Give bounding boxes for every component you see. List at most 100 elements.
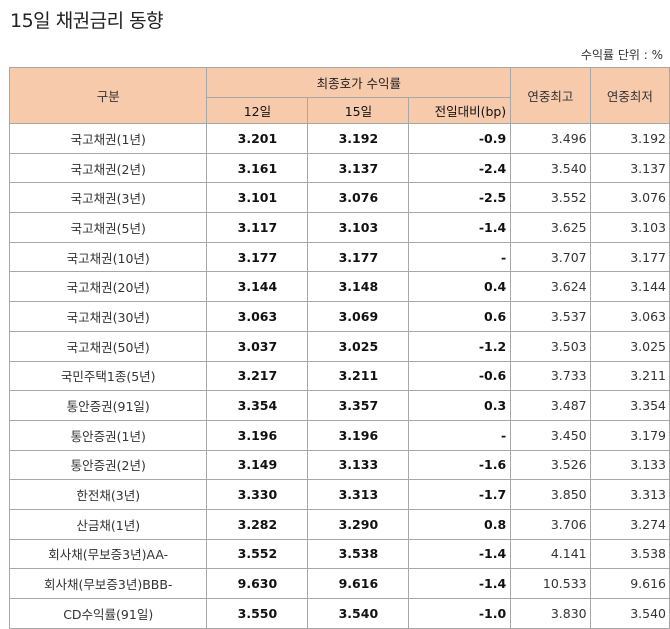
- row-yield-12: 3.117: [206, 212, 309, 243]
- row-name: 국고채권(2년): [8, 152, 208, 184]
- row-name: 국고채권(20년): [8, 271, 208, 303]
- row-yield-12: 3.101: [206, 182, 309, 214]
- row-name: 국고채권(50년): [8, 330, 208, 362]
- row-yield-12: 3.149: [206, 449, 309, 481]
- table-row: 국고채권(3년) 3.101 3.076 -2.5 3.552 3.076: [8, 182, 670, 214]
- row-diff-bp: -: [408, 241, 512, 273]
- row-yield-12: 3.282: [206, 508, 309, 540]
- row-name: 한전채(3년): [8, 479, 208, 510]
- row-diff-bp: -1.4: [408, 538, 512, 570]
- row-yield-15: 3.538: [307, 538, 410, 570]
- row-year-high: 3.733: [510, 360, 591, 392]
- header-day15: 15일: [307, 97, 410, 124]
- row-yield-12: 3.330: [206, 479, 309, 510]
- table-row: 국고채권(10년) 3.177 3.177-3.707 3.177: [8, 241, 670, 273]
- row-diff-bp: -1.7: [408, 479, 512, 510]
- row-yield-15: 3.137: [307, 152, 410, 184]
- row-year-low: 3.211: [589, 360, 670, 392]
- row-year-low: 3.274: [589, 508, 670, 540]
- header-final-yield: 최종호가 수익률: [206, 67, 512, 98]
- row-yield-12: 3.550: [206, 598, 309, 629]
- row-year-low: 3.540: [589, 598, 670, 629]
- table-row: 한전채(3년) 3.330 3.313 -1.7 3.850 3.313: [8, 479, 670, 510]
- row-year-low: 3.179: [589, 419, 670, 451]
- table-row: 국고채권(50년) 3.037 3.025 -1.2 3.503 3.025: [8, 330, 670, 362]
- header-year-low: 연중최저: [589, 67, 670, 124]
- row-yield-15: 3.211: [307, 360, 410, 392]
- row-name: 국고채권(1년): [8, 123, 208, 154]
- row-year-high: 4.141: [510, 538, 591, 570]
- row-yield-12: 3.161: [206, 152, 309, 184]
- row-year-low: 3.133: [589, 449, 670, 481]
- row-diff-bp: -1.4: [408, 212, 512, 243]
- row-name: 산금채(1년): [8, 508, 208, 540]
- row-diff-bp: -1.2: [408, 330, 512, 362]
- row-diff-bp: 0.3: [408, 390, 512, 421]
- table-row: 회사채(무보증3년)AA- 3.552 3.538 -1.4 4.141 3.538: [8, 538, 670, 570]
- row-name: 국고채권(10년): [8, 241, 208, 273]
- row-diff-bp: -0.6: [408, 360, 512, 392]
- row-year-high: 3.850: [510, 479, 591, 510]
- table-row: 국고채권(1년) 3.201 3.192 -0.9 3.496 3.192: [8, 123, 670, 154]
- row-name: CD수익률(91일): [8, 598, 208, 629]
- row-yield-12: 3.144: [206, 271, 309, 303]
- unit-label: 수익률 단위 : %: [580, 48, 663, 62]
- row-yield-15: 3.357: [307, 390, 410, 421]
- table-row: 통안증권(1년) 3.196 3.196-3.450 3.179: [8, 419, 670, 451]
- row-yield-15: 3.148: [307, 271, 410, 303]
- row-yield-12: 3.037: [206, 330, 309, 362]
- row-name: 국고채권(30년): [8, 301, 208, 332]
- row-diff-bp: -2.5: [408, 182, 512, 214]
- row-year-low: 3.063: [589, 301, 670, 332]
- row-yield-15: 3.069: [307, 301, 410, 332]
- row-yield-15: 3.076: [307, 182, 410, 214]
- row-diff-bp: -1.6: [408, 449, 512, 481]
- row-year-low: 3.103: [589, 212, 670, 243]
- row-yield-15: 3.192: [307, 123, 410, 154]
- table-row: 국민주택1종(5년) 3.217 3.211 -0.6 3.733 3.211: [8, 360, 670, 392]
- row-year-high: 3.503: [510, 330, 591, 362]
- row-yield-12: 3.063: [206, 301, 309, 332]
- row-year-high: 3.540: [510, 152, 591, 184]
- header-category: 구분: [8, 67, 208, 124]
- row-yield-15: 3.540: [307, 598, 410, 629]
- row-year-low: 3.025: [589, 330, 670, 362]
- row-year-high: 3.537: [510, 301, 591, 332]
- row-year-high: 3.625: [510, 212, 591, 243]
- row-yield-15: 3.290: [307, 508, 410, 540]
- row-yield-15: 3.177: [307, 241, 410, 273]
- table-row: 통안증권(91일) 3.354 3.357 0.3 3.487 3.354: [8, 390, 670, 421]
- row-year-high: 3.487: [510, 390, 591, 421]
- row-year-high: 3.552: [510, 182, 591, 214]
- row-diff-bp: 0.8: [408, 508, 512, 540]
- row-diff-bp: 0.4: [408, 271, 512, 303]
- row-name: 회사채(무보증3년)AA-: [8, 538, 208, 570]
- row-name: 통안증권(2년): [8, 449, 208, 481]
- table-row: CD수익률(91일) 3.550 3.540 -1.0 3.830 3.540: [8, 598, 670, 629]
- row-diff-bp: -1.0: [408, 598, 512, 629]
- row-diff-bp: -0.9: [408, 123, 512, 154]
- row-name: 통안증권(91일): [8, 390, 208, 421]
- row-year-high: 3.706: [510, 508, 591, 540]
- table-row: 국고채권(20년) 3.144 3.148 0.4 3.624 3.144: [8, 271, 670, 303]
- row-yield-15: 3.313: [307, 479, 410, 510]
- table-row: 국고채권(5년) 3.117 3.103 -1.4 3.625 3.103: [8, 212, 670, 243]
- table-row: 통안증권(2년) 3.149 3.133 -1.6 3.526 3.133: [8, 449, 670, 481]
- row-year-low: 3.192: [589, 123, 670, 154]
- row-yield-12: 3.196: [206, 419, 309, 451]
- table-row: 국고채권(30년) 3.063 3.069 0.6 3.537 3.063: [8, 301, 670, 332]
- table-row: 산금채(1년) 3.282 3.290 0.8 3.706 3.274: [8, 508, 670, 540]
- row-yield-15: 3.103: [307, 212, 410, 243]
- row-name: 국민주택1종(5년): [8, 360, 208, 392]
- page-title: 15일 채권금리 동향: [10, 10, 164, 32]
- row-yield-15: 3.025: [307, 330, 410, 362]
- row-diff-bp: -2.4: [408, 152, 512, 184]
- row-year-low: 3.137: [589, 152, 670, 184]
- row-year-high: 3.707: [510, 241, 591, 273]
- row-yield-12: 3.552: [206, 538, 309, 570]
- table-row: 국고채권(2년) 3.161 3.137 -2.4 3.540 3.137: [8, 152, 670, 184]
- row-year-high: 3.496: [510, 123, 591, 154]
- row-year-low: 3.177: [589, 241, 670, 273]
- row-year-low: 3.076: [589, 182, 670, 214]
- row-year-high: 3.450: [510, 419, 591, 451]
